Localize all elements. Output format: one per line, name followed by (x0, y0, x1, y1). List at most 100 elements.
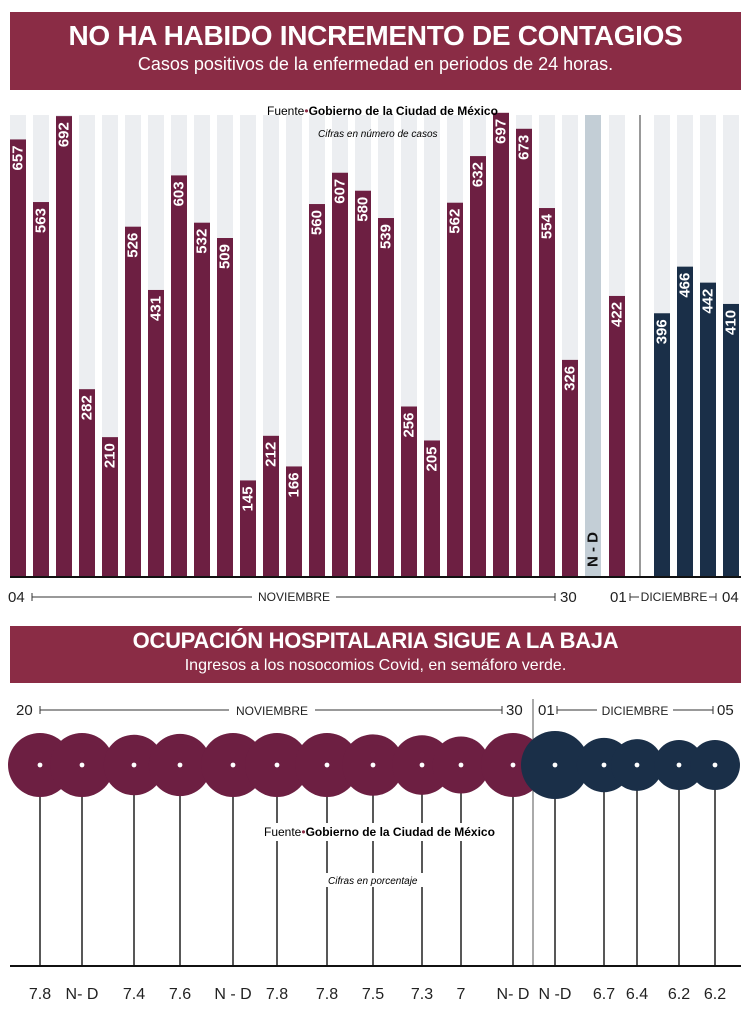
bubble-label-10: N- D (497, 986, 530, 1003)
bar-value-label-dec-2: 466 (677, 273, 694, 298)
bar-value-label-nov-8: 532 (194, 229, 211, 254)
bar-value-label-dec-3: 442 (700, 289, 717, 314)
bar-value-label-nov-10: 145 (240, 486, 257, 511)
bubble-dot-5 (274, 762, 280, 768)
bar-nov-7 (171, 175, 187, 577)
bubble-center-dots (37, 762, 718, 768)
source-line-2: Fuente•Gobierno de la Ciudad de México (264, 825, 495, 839)
bubble-label-11: N -D (539, 986, 572, 1003)
bar-dec-0 (609, 295, 625, 577)
date-axis: 04 NOVIEMBRE 30 01 DICIEMBRE 04 (8, 588, 739, 606)
bubble-label-6: 7.8 (316, 986, 338, 1003)
bubble-dot-8 (419, 762, 425, 768)
bar-nov-6 (148, 289, 164, 577)
source-name: Gobierno de la Ciudad de México (309, 104, 498, 118)
chart-note-2: Cifras en porcentaje (328, 876, 418, 887)
bar-dec-4 (723, 303, 739, 577)
bubble-dot-4 (230, 762, 236, 768)
bubble-label-13: 6.4 (626, 986, 648, 1003)
bar-dec-3 (700, 282, 716, 577)
contagios-banner: NO HA HABIDO INCREMENTO DE CONTAGIOS Cas… (10, 12, 741, 90)
bar-nov-16 (378, 218, 394, 577)
bar-value-label-nov-23: 554 (539, 213, 556, 239)
bubble-dot-10 (510, 762, 516, 768)
source-name-2: Gobierno de la Ciudad de México (306, 825, 495, 839)
ocupacion-subtitle: Ingresos a los nosocomios Covid, en semá… (184, 657, 567, 674)
bar-value-label-nov-22: 673 (516, 135, 533, 160)
axis-dec-start: 01 (610, 589, 627, 606)
axis2-nov-label: NOVIEMBRE (236, 704, 308, 718)
bar-nov-10 (240, 480, 256, 577)
bar-nov-11 (263, 435, 279, 577)
axis-dec-end: 04 (722, 589, 739, 606)
bubble-dot-12 (601, 762, 607, 768)
contagios-subtitle: Casos positivos de la enfermedad en peri… (137, 54, 614, 74)
axis2-nov-gap (229, 701, 315, 717)
bar-track-nd-x (585, 115, 601, 577)
bar-value-label-nov-9: 509 (217, 244, 234, 269)
bubble-label-7: 7.5 (362, 986, 384, 1003)
bar-nov-24 (562, 359, 578, 577)
axis2-dec-label: DICIEMBRE (602, 704, 669, 718)
bubble-dot-13 (634, 762, 640, 768)
ocupacion-bubble-chart: 20 NOVIEMBRE 30 01 DICIEMBRE 05 Fuente•G… (8, 699, 741, 1003)
axis-dec-gap (639, 588, 709, 604)
axis-nov-start: 04 (8, 589, 25, 606)
bar-value-label-nov-12: 166 (286, 472, 303, 497)
bubble-label-5: 7.8 (266, 986, 288, 1003)
bar-nov-3 (79, 389, 95, 577)
bar-nov-18 (424, 440, 440, 577)
nd-label: N - D (585, 532, 602, 567)
bar-track-nov-12 (286, 115, 302, 577)
bar-value-label-nov-6: 431 (148, 296, 165, 321)
bar-value-label-nov-21: 697 (493, 119, 510, 144)
source-line: Fuente•Gobierno de la Ciudad de México (267, 104, 498, 118)
source-dot-icon: • (304, 104, 308, 118)
contagios-title: NO HA HABIDO INCREMENTO DE CONTAGIOS (68, 20, 683, 51)
axis-nov-label: NOVIEMBRE (258, 590, 330, 604)
bubble-dot-1 (79, 762, 85, 768)
bubble-label-4: N - D (214, 986, 251, 1003)
source-label: Fuente (267, 104, 305, 118)
bubble-dot-6 (324, 762, 330, 768)
bubble-dot-9 (458, 762, 464, 768)
bar-nov-19 (447, 202, 463, 577)
bubble-label-12: 6.7 (593, 986, 615, 1003)
bar-nov-8 (194, 222, 210, 578)
bar-value-label-dec-1: 396 (654, 319, 671, 344)
bar-value-label-nov-20: 632 (470, 162, 487, 187)
bubble-dot-14 (676, 762, 682, 768)
bubble-dot-15 (712, 762, 718, 768)
axis2-dec-start: 01 (538, 702, 555, 719)
source-label-2: Fuente (264, 825, 302, 839)
bubble-label-3: 7.6 (169, 986, 191, 1003)
bar-nov-22 (516, 128, 532, 578)
bubble-dot-7 (370, 762, 376, 768)
bar-nov-14 (332, 172, 348, 577)
bubble-label-1: N- D (66, 986, 99, 1003)
bubble-label-9: 7 (457, 986, 466, 1003)
bar-nov-2 (56, 116, 72, 578)
bubble-label-14: 6.2 (668, 986, 690, 1003)
bar-value-label-nov-4: 210 (102, 443, 119, 468)
bar-nov-12 (286, 466, 302, 577)
bubble-dot-3 (177, 762, 183, 768)
bar-value-label-nov-0: 657 (10, 145, 27, 170)
bubble-label-15: 6.2 (704, 986, 726, 1003)
source-dot-icon-2: • (301, 825, 305, 839)
ocupacion-title: OCUPACIÓN HOSPITALARIA SIGUE A LA BAJA (132, 628, 619, 653)
axis-nov-end: 30 (560, 589, 577, 606)
bar-value-label-dec-4: 410 (723, 310, 740, 335)
bar-value-label-nov-1: 563 (33, 208, 50, 233)
bar-value-label-nov-19: 562 (447, 209, 464, 234)
bar-nov-5 (125, 226, 141, 577)
bar-value-labels: 657 563 692 282 210 526 431 603 532 509 145 212 166 5… (10, 119, 740, 567)
bar-nov-9 (217, 238, 233, 578)
bar-value-label-dec-0: 422 (609, 302, 626, 327)
bar-dec-1 (654, 313, 670, 577)
bar-value-label-nov-15: 580 (355, 197, 372, 222)
bar-nov-13 (309, 204, 325, 577)
bubble-dot-2 (131, 762, 137, 768)
bar-value-label-nov-13: 560 (309, 210, 326, 235)
bar-value-label-nov-17: 256 (401, 413, 418, 438)
